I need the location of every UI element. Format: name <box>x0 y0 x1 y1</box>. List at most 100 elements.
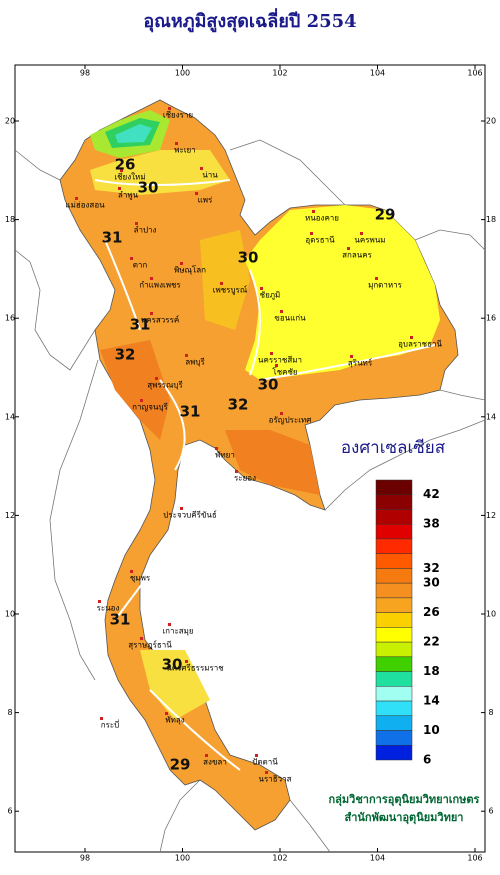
place-marker <box>168 107 171 110</box>
legend-label: 18 <box>423 664 440 678</box>
place-label: นครศรีธรรมราช <box>166 664 224 673</box>
legend-swatch <box>375 523 413 540</box>
place-label: อรัญประเทศ <box>269 416 312 425</box>
legend-swatch <box>375 700 413 717</box>
legend-swatch <box>375 671 413 687</box>
place-marker <box>270 352 273 355</box>
lon-tick-label: 102 <box>272 854 287 863</box>
place-marker <box>275 364 278 367</box>
place-marker <box>310 232 313 235</box>
contour-label: 31 <box>102 229 123 247</box>
legend-label: 30 <box>423 576 440 590</box>
lon-tick-label: 104 <box>370 69 385 78</box>
lon-tick-label: 100 <box>175 69 190 78</box>
place-label: โชคชัย <box>272 367 297 377</box>
legend-swatch <box>375 597 413 613</box>
legend-label: 26 <box>423 605 440 619</box>
place-label: พัทลุง <box>165 716 184 725</box>
contour-label: 32 <box>115 346 136 364</box>
lat-tick-label: 6 <box>7 807 12 816</box>
lat-tick-label: 12 <box>5 511 15 520</box>
credit: กลุ่มวิชาการอุตุนิยมวิทยาเกษตร <box>329 793 480 807</box>
lat-tick-label: 8 <box>7 708 12 717</box>
place-label: ชัยภูมิ <box>260 291 281 301</box>
lat-tick-label: 18 <box>5 215 15 224</box>
place-label: เกาะสมุย <box>162 627 193 636</box>
place-marker <box>200 167 203 170</box>
place-marker <box>205 754 208 757</box>
place-marker <box>98 600 101 603</box>
contour-label: 30 <box>162 656 183 674</box>
place-marker <box>280 412 283 415</box>
place-marker <box>312 210 315 213</box>
place-marker <box>135 222 138 225</box>
contour-label: 26 <box>115 156 136 174</box>
lat-tick-label: 20 <box>486 117 496 126</box>
place-marker <box>410 336 413 339</box>
legend-swatch <box>375 494 413 510</box>
place-marker <box>185 354 188 357</box>
place-marker <box>130 570 133 573</box>
place-label: สุพรรณบุรี <box>147 381 183 390</box>
place-marker <box>120 169 123 172</box>
lat-tick-label: 14 <box>486 412 496 421</box>
lon-tick-label: 98 <box>80 854 90 863</box>
contour-label: 31 <box>110 611 131 629</box>
place-label: กระบี่ <box>101 719 120 730</box>
contour-label: 30 <box>238 249 259 267</box>
place-label: ปัตตานี <box>252 758 278 767</box>
legend-swatch <box>375 730 413 746</box>
lat-tick-label: 6 <box>488 807 493 816</box>
place-label: น่าน <box>202 171 218 180</box>
place-marker <box>150 312 153 315</box>
place-label: อุดรธานี <box>305 236 335 245</box>
place-label: เพชรบูรณ์ <box>213 285 248 296</box>
legend-swatch <box>375 745 413 761</box>
place-label: กำแพงเพชร <box>139 281 181 290</box>
place-marker <box>150 277 153 280</box>
place-label: สกลนคร <box>342 251 372 260</box>
place-marker <box>255 754 258 757</box>
lat-tick-label: 20 <box>5 117 15 126</box>
place-marker <box>180 507 183 510</box>
place-label: กาญจนบุรี <box>132 403 168 412</box>
place-marker <box>118 187 121 190</box>
lon-tick-label: 102 <box>272 69 287 78</box>
place-marker <box>265 771 268 774</box>
place-label: นครสวรรค์ <box>141 315 179 325</box>
place-label: นราธิวาส <box>258 775 291 784</box>
place-label: หนองคาย <box>305 214 339 223</box>
place-marker <box>235 470 238 473</box>
lat-tick-label: 16 <box>486 314 496 323</box>
place-marker <box>360 232 363 235</box>
place-label: มุกดาหาร <box>368 281 403 290</box>
place-label: เชียงราย <box>163 111 193 120</box>
legend-label: 14 <box>423 694 440 708</box>
legend-swatch <box>375 641 413 658</box>
place-label: แพร่ <box>198 196 213 205</box>
legend-label: 32 <box>423 561 440 575</box>
place-marker <box>165 712 168 715</box>
neighbor-borders <box>14 139 486 853</box>
contour-label: 31 <box>130 316 151 334</box>
contour-label: 32 <box>228 396 249 414</box>
contour-label: 30 <box>258 376 279 394</box>
lat-tick-label: 8 <box>488 708 493 717</box>
lon-tick-label: 106 <box>467 69 482 78</box>
legend-swatch <box>375 627 413 643</box>
lon-tick-label: 104 <box>370 854 385 863</box>
place-marker <box>347 247 350 250</box>
place-label: นครพนม <box>354 236 385 245</box>
place-label: ระนอง <box>97 604 120 613</box>
place-label: ระยอง <box>234 474 256 483</box>
lat-tick-label: 12 <box>486 511 496 520</box>
place-marker <box>350 355 353 358</box>
contour-label: 30 <box>138 179 159 197</box>
place-marker <box>130 257 133 260</box>
place-marker <box>140 637 143 640</box>
place-label: ลำปาง <box>134 226 157 235</box>
lon-tick-label: 100 <box>175 854 190 863</box>
